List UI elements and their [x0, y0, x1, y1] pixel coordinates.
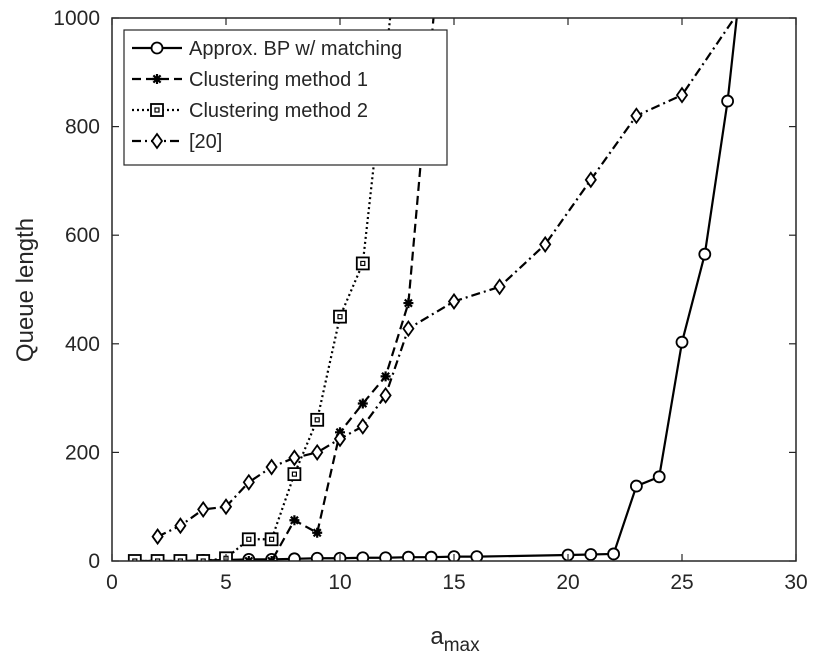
series-3-point-6: [241, 532, 256, 547]
series-1-point-13: [402, 550, 415, 561]
series-4-point-1: [151, 528, 164, 546]
x-tick-label-6: 25: [670, 571, 693, 594]
series-2-point-12: [380, 371, 391, 382]
x-tick-label-1: 0: [106, 571, 118, 594]
series-3-point-2: [150, 554, 165, 561]
series-3-point-9: [310, 412, 325, 427]
series-4-point-18: [675, 86, 689, 104]
series-4-point-14: [493, 278, 506, 296]
series-4-point-13: [447, 292, 461, 310]
series-4-point-3: [197, 500, 210, 518]
series-layer: [127, 18, 738, 561]
series-2-point-11: [357, 398, 368, 409]
y-axis-title: Queue length: [12, 218, 39, 362]
x-axis-title-main: a: [430, 623, 444, 650]
y-tick-label-2: 200: [65, 441, 100, 464]
series-3-point-4: [196, 554, 211, 561]
x-axis-title-subscript: max: [444, 635, 480, 656]
legend-label-3: Clustering method 2: [189, 100, 368, 122]
series-3-point-11: [355, 256, 370, 271]
ticks-layer: 0 5 10 15 20 25 30 0 200 400 600 800 1000: [53, 7, 807, 594]
series-2-line: [134, 18, 435, 561]
series-1-point-21: [652, 470, 666, 484]
series-1-point-22: [675, 335, 689, 349]
series-3-point-10: [333, 309, 347, 324]
series-1-point-18: [584, 548, 598, 561]
y-tick-label-6: 1000: [53, 7, 100, 30]
series-2-point-8: [289, 515, 300, 526]
series-4-point-16: [584, 171, 597, 189]
legend-label-1: Approx. BP w/ matching: [189, 38, 402, 60]
legend-item-4: [20]: [132, 131, 222, 153]
legend-marker-4: [150, 132, 164, 150]
series-2-point-9: [312, 527, 323, 538]
series-1-point-24: [721, 94, 734, 108]
series-4-point-8: [311, 443, 324, 461]
series-3-point-1: [127, 554, 142, 561]
legend-label-2: Clustering method 1: [189, 69, 368, 91]
series-4-point-2: [174, 517, 187, 535]
legend-item-3: Clustering method 2: [132, 100, 368, 122]
series-1-point-19: [607, 547, 620, 561]
legend-marker-3: [150, 103, 164, 117]
series-3-point-3: [173, 554, 188, 561]
series-4-point-11: [379, 386, 392, 404]
y-tick-label-4: 600: [65, 224, 100, 247]
y-tick-label-1: 0: [88, 550, 100, 573]
series-4-point-17: [630, 107, 643, 125]
x-tick-label-4: 15: [442, 571, 465, 594]
series-1-point-16: [470, 550, 484, 561]
series-2-point-13: [403, 298, 414, 309]
series-1-point-8: [288, 552, 301, 561]
series-1-point-23: [698, 247, 712, 261]
series-1-point-20: [630, 479, 643, 493]
series-4-point-6: [265, 458, 278, 476]
series-4-point-9: [333, 430, 347, 448]
legend-item-2: Clustering method 1: [132, 69, 368, 91]
series-4-point-7: [288, 449, 301, 467]
series-1-point-9: [310, 551, 324, 561]
y-tick-label-5: 800: [65, 116, 100, 139]
series-4: [151, 18, 736, 546]
series-1-point-14: [424, 550, 438, 561]
legend-box: [123, 29, 448, 166]
x-tick-label-5: 20: [556, 571, 579, 594]
series-4-point-15: [539, 235, 552, 253]
series-4-point-10: [356, 417, 369, 435]
series-1-point-12: [379, 551, 392, 561]
x-tick-label-3: 10: [328, 571, 351, 594]
x-tick-label-2: 5: [220, 571, 232, 594]
series-4-point-5: [242, 473, 255, 491]
x-axis-title: amax: [430, 623, 480, 656]
series-4-point-4: [219, 498, 233, 516]
legend-label-4: [20]: [189, 131, 222, 153]
legend-item-1: Approx. BP w/ matching: [132, 38, 402, 60]
series-1-point-11: [356, 551, 370, 561]
series-3-point-8: [287, 467, 302, 482]
legend-marker-2: [152, 74, 162, 84]
y-tick-label-3: 400: [65, 333, 100, 356]
series-4-point-12: [402, 320, 415, 338]
legend: Approx. BP w/ matching Clustering method …: [123, 29, 448, 166]
series-3-point-7: [264, 532, 279, 547]
x-tick-label-7: 30: [784, 571, 807, 594]
legend-marker-1: [150, 41, 164, 55]
